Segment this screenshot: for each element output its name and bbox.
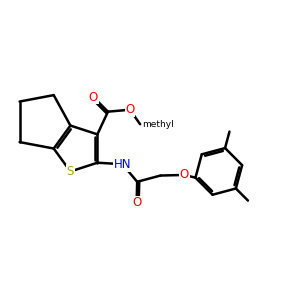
Text: O: O (125, 103, 135, 116)
Text: O: O (132, 196, 141, 209)
Text: O: O (89, 91, 98, 103)
Text: HN: HN (114, 158, 131, 171)
Text: methyl: methyl (142, 120, 174, 129)
Text: S: S (67, 165, 74, 178)
Text: O: O (179, 168, 189, 182)
